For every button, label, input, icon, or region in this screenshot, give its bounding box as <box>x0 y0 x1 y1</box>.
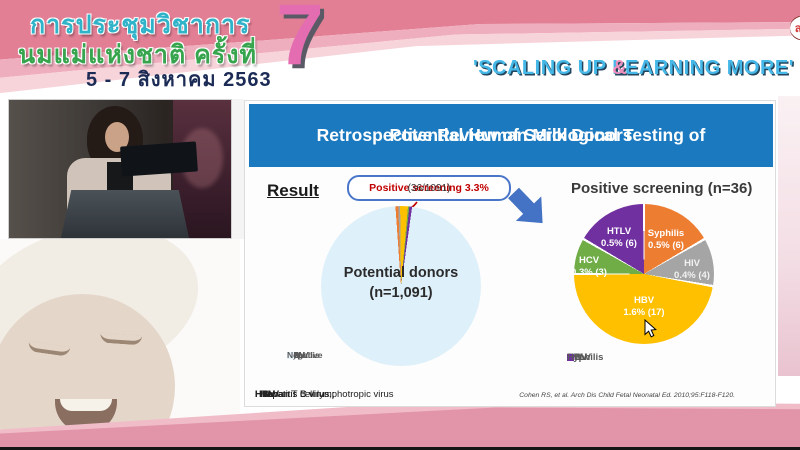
donors-pie-label: Potential donors (n=1,091) <box>343 265 459 301</box>
background-baby-photo <box>0 239 240 450</box>
laptop-icon <box>120 141 198 177</box>
positive-pie-title: Positive screening (n=36) <box>571 180 753 197</box>
callout-fraction: (36/1091) <box>407 182 451 194</box>
baby-teeth <box>60 399 112 411</box>
callout-percentage: Positive screening 3.3% <box>369 182 489 194</box>
slice-label-hiv: HIV 0.4% (4) <box>674 258 710 281</box>
presenter-webcam <box>8 99 232 239</box>
slice-label-hbv: HBV 1.6% (17) <box>623 295 665 318</box>
sss-logo-icon: สสส <box>790 16 800 40</box>
donors-pie-chart: Potential donors (n=1,091) <box>321 206 481 366</box>
slogan-ampersand: & <box>612 57 628 79</box>
citation: Cohen RS, et al. Arch Dis Child Fetal Ne… <box>519 392 735 399</box>
slide-title: Retrospective Review of Serological Test… <box>249 104 773 167</box>
bottom-edge-line <box>0 447 800 450</box>
legend-swatch-negative <box>287 351 294 359</box>
slice-label-syphilis: Syphilis 0.5% (6) <box>647 228 685 251</box>
slice-label-htlv: HTLV 0.5% (6) <box>601 226 637 249</box>
right-pink-strip <box>778 96 800 376</box>
conference-title-thai: การประชุมวิชาการ <box>30 11 251 39</box>
legend-swatch-htlv <box>567 353 574 361</box>
conference-dates: 5 - 7 สิงหาคม 2563 <box>86 69 272 91</box>
conference-subtitle-thai: นมแม่แห่งชาติ ครั้งที่ <box>18 41 257 69</box>
edition-number: 7 <box>276 0 324 83</box>
conference-banner: การประชุมวิชาการ นมแม่แห่งชาติ ครั้งที่ … <box>0 0 800 96</box>
podium <box>61 190 189 238</box>
slice-label-hcv: HCV 0.3% (3) <box>571 255 607 278</box>
presentation-slide: Retrospective Review of Serological Test… <box>244 100 776 407</box>
positive-pie-chart: HTLV 0.5% (6) Syphilis 0.5% (6) HIV 0.4%… <box>571 204 714 344</box>
positive-screening-callout: Positive screening 3.3% (36/1091) <box>347 175 511 201</box>
result-label: Result <box>267 181 319 200</box>
panel-gap <box>232 99 244 239</box>
conference-slogan: 'SCALING UP & LEARNING MORE' <box>472 57 794 79</box>
mouse-cursor-icon <box>644 319 657 338</box>
